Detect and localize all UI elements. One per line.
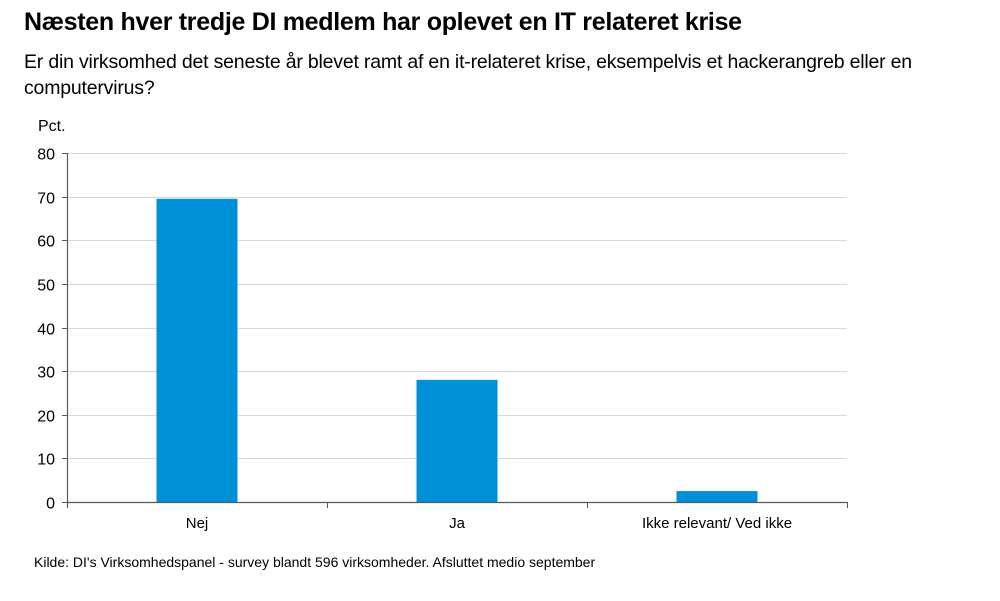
y-tick-label: 80 [37,147,55,164]
bar [416,379,498,502]
y-tick-label: 10 [37,452,55,469]
y-tick-labels: 0 10 20 30 40 50 60 70 80 [37,147,55,513]
y-tick-label: 40 [37,322,55,339]
axes [62,153,848,508]
y-tick-label: 50 [37,278,55,295]
x-category-label: Ja [449,515,466,532]
x-category-labels: Nej Ja Ikke relevant/ Ved ikke [186,515,792,532]
y-tick-label: 70 [37,191,55,208]
y-tick-label: 60 [37,234,55,251]
chart-subtitle: Er din virksomhed det seneste år blevet … [24,51,912,99]
y-tick-label: 0 [46,496,55,513]
y-tick-label: 20 [37,409,55,426]
x-category-label: Ikke relevant/ Ved ikke [642,515,792,532]
y-tick-label: 30 [37,365,55,382]
source-note: Kilde: DI's Virksomhedspanel - survey bl… [34,554,596,570]
y-axis-label: Pct. [38,118,66,135]
bar [156,198,238,502]
bars [156,198,758,502]
chart-title: Næsten hver tredje DI medlem har oplevet… [24,8,742,36]
bar [676,491,758,502]
x-category-label: Nej [186,515,209,532]
